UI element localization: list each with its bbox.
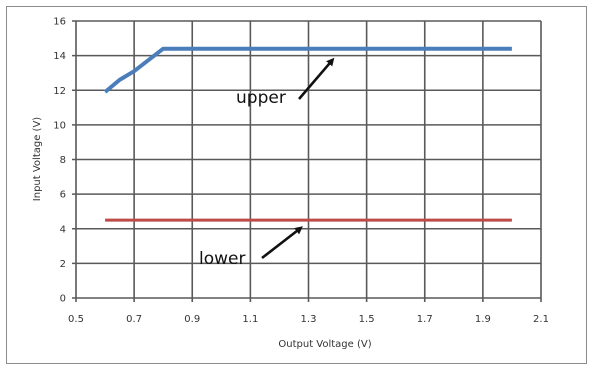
x-axis-title: Output Voltage (V) bbox=[278, 339, 371, 350]
annotations: upper lower bbox=[199, 57, 335, 269]
tick-labels: 0.5 0.7 0.9 1.1 1.3 1.5 1.7 1.9 2.1 0 2 4 6 8 10 12 14 16 bbox=[53, 17, 549, 326]
x-tick-label: 0.5 bbox=[68, 314, 84, 325]
y-axis-title: Input Voltage (V) bbox=[32, 117, 43, 202]
x-tick-label: 1.3 bbox=[301, 314, 317, 325]
x-tick-label: 1.9 bbox=[475, 314, 491, 325]
x-tick-label: 1.5 bbox=[359, 314, 375, 325]
y-tick-label: 0 bbox=[60, 294, 66, 305]
upper-annotation-label: upper bbox=[236, 88, 286, 108]
x-tick-label: 2.1 bbox=[533, 314, 549, 325]
lower-annotation-arrow bbox=[261, 226, 303, 260]
y-tick-label: 2 bbox=[60, 259, 66, 270]
y-tick-label: 6 bbox=[60, 190, 66, 201]
y-tick-label: 8 bbox=[60, 155, 66, 166]
lower-annotation-label: lower bbox=[199, 249, 245, 269]
y-tick-label: 16 bbox=[53, 17, 66, 28]
x-tick-label: 1.7 bbox=[417, 314, 433, 325]
y-tick-label: 4 bbox=[60, 224, 66, 235]
data-series bbox=[103, 46, 512, 222]
y-tick-label: 12 bbox=[53, 86, 66, 97]
y-tick-label: 10 bbox=[53, 120, 66, 131]
upper-series-line bbox=[103, 46, 512, 94]
x-tick-label: 0.9 bbox=[184, 314, 200, 325]
x-tick-label: 1.1 bbox=[242, 314, 258, 325]
x-tick-label: 0.7 bbox=[126, 314, 142, 325]
chart-frame bbox=[6, 6, 587, 364]
grid-lines bbox=[72, 20, 542, 302]
y-tick-label: 14 bbox=[53, 51, 66, 62]
upper-annotation-arrow bbox=[298, 57, 335, 100]
